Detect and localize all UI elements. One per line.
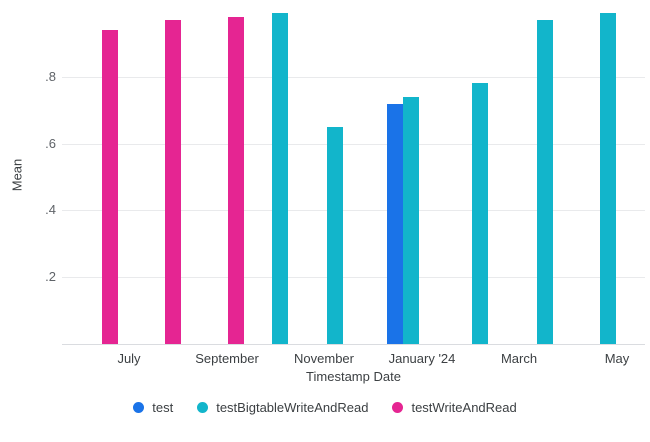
y-tick-label: .2 [45, 269, 56, 285]
gridline-.4 [62, 210, 645, 212]
x-tick-label: July [117, 351, 141, 366]
bar-testWriteAndRead[interactable] [102, 30, 118, 344]
gridline-.6 [62, 143, 645, 145]
x-tick-label: September [195, 351, 259, 366]
bar-testBigtableWriteAndRead[interactable] [403, 96, 419, 344]
legend-item-testbigtablewriteandread[interactable]: testBigtableWriteAndRead [197, 400, 368, 415]
gridline-.2 [62, 277, 645, 279]
x-axis-line [62, 344, 645, 345]
x-tick-label: January '24 [388, 351, 456, 366]
x-tick-label: March [500, 351, 538, 366]
bar-testBigtableWriteAndRead[interactable] [537, 20, 553, 344]
y-tick-label: .6 [45, 135, 56, 151]
legend-dot-testbigtablewriteandread [197, 402, 209, 413]
legend-dot-testwriteandread [392, 402, 404, 413]
legend: test testBigtableWriteAndRead testWriteA… [0, 400, 650, 415]
gridline-.8 [62, 76, 645, 78]
y-tick-label: .4 [45, 202, 56, 218]
legend-item-test[interactable]: test [133, 400, 173, 415]
legend-item-testwriteandread[interactable]: testWriteAndRead [392, 400, 517, 415]
bar-testBigtableWriteAndRead[interactable] [472, 83, 488, 344]
legend-dot-test [133, 402, 145, 413]
legend-label-test: test [152, 400, 174, 415]
y-tick-label: .8 [45, 68, 56, 84]
x-tick-label: May [604, 351, 630, 366]
bar-testBigtableWriteAndRead[interactable] [600, 13, 616, 344]
x-tick-label: November [294, 351, 354, 366]
bar-testWriteAndRead[interactable] [228, 16, 244, 344]
x-axis-title: Timestamp Date [306, 369, 401, 384]
bar-test[interactable] [387, 103, 403, 344]
legend-label-testbigtablewriteandread: testBigtableWriteAndRead [216, 400, 369, 415]
bar-testBigtableWriteAndRead[interactable] [272, 13, 288, 344]
bar-testBigtableWriteAndRead[interactable] [327, 126, 343, 344]
legend-label-testwriteandread: testWriteAndRead [411, 400, 517, 415]
bar-testWriteAndRead[interactable] [165, 20, 181, 344]
y-axis-title: Mean [9, 158, 25, 192]
